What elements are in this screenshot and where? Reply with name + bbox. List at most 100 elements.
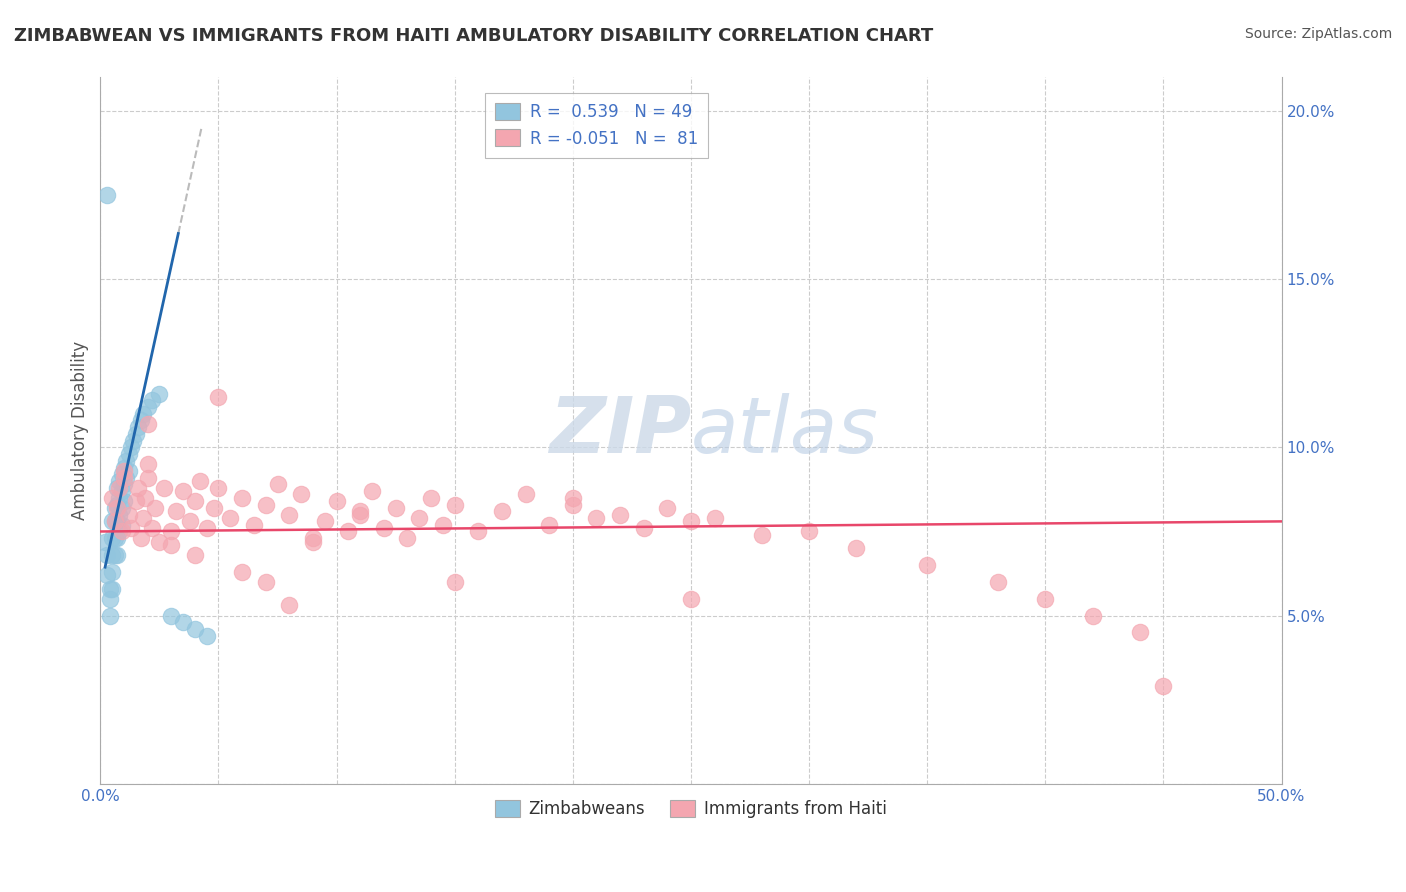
Point [302, 531, 325, 545]
Point [184, 622, 207, 636]
Y-axis label: Ambulatory Disability: Ambulatory Disability [72, 341, 89, 520]
Text: ZIMBABWEAN VS IMMIGRANTS FROM HAITI AMBULATORY DISABILITY CORRELATION CHART: ZIMBABWEAN VS IMMIGRANTS FROM HAITI AMBU… [14, 27, 934, 45]
Point [98, 591, 121, 606]
Point [118, 508, 141, 522]
Point [188, 474, 211, 488]
Point [633, 521, 655, 535]
Point [112, 460, 135, 475]
Point [136, 457, 159, 471]
Point [118, 447, 141, 461]
Point [112, 477, 135, 491]
Point [1152, 679, 1174, 693]
Point [96, 548, 118, 562]
Point [172, 615, 194, 630]
Point [1129, 625, 1152, 640]
Point [184, 548, 207, 562]
Point [112, 471, 135, 485]
Point [254, 498, 277, 512]
Point [101, 491, 124, 505]
Point [443, 498, 465, 512]
Point [243, 517, 266, 532]
Point [219, 511, 242, 525]
Point [105, 515, 128, 529]
Point [110, 500, 132, 515]
Point [314, 515, 336, 529]
Point [101, 582, 124, 596]
Point [160, 608, 183, 623]
Point [1033, 591, 1056, 606]
Point [136, 471, 159, 485]
Point [103, 500, 125, 515]
Point [443, 574, 465, 589]
Point [987, 574, 1010, 589]
Point [195, 629, 218, 643]
Point [132, 511, 155, 525]
Point [797, 524, 820, 539]
Point [105, 481, 128, 495]
Point [207, 481, 229, 495]
Point [349, 508, 371, 522]
Point [108, 524, 131, 539]
Point [290, 487, 312, 501]
Point [115, 454, 138, 468]
Point [195, 521, 218, 535]
Point [408, 511, 430, 525]
Point [110, 467, 132, 482]
Point [561, 498, 583, 512]
Point [254, 574, 277, 589]
Point [120, 521, 142, 535]
Text: atlas: atlas [690, 392, 879, 468]
Point [373, 521, 395, 535]
Point [325, 494, 347, 508]
Point [115, 471, 138, 485]
Point [361, 484, 384, 499]
Point [129, 531, 152, 545]
Point [101, 531, 124, 545]
Point [122, 434, 145, 448]
Legend: Zimbabweans, Immigrants from Haiti: Zimbabweans, Immigrants from Haiti [489, 793, 893, 825]
Point [207, 390, 229, 404]
Point [538, 517, 561, 532]
Point [141, 521, 163, 535]
Point [184, 494, 207, 508]
Point [108, 508, 131, 522]
Point [108, 474, 131, 488]
Point [96, 568, 118, 582]
Point [110, 517, 132, 532]
Point [120, 441, 142, 455]
Text: Source: ZipAtlas.com: Source: ZipAtlas.com [1244, 27, 1392, 41]
Point [561, 491, 583, 505]
Point [1081, 608, 1104, 623]
Point [103, 515, 125, 529]
Point [657, 500, 679, 515]
Point [103, 531, 125, 545]
Point [915, 558, 938, 573]
Point [134, 491, 156, 505]
Point [467, 524, 489, 539]
Point [491, 504, 513, 518]
Point [384, 500, 406, 515]
Point [101, 548, 124, 562]
Point [112, 494, 135, 508]
Point [127, 481, 149, 495]
Point [609, 508, 631, 522]
Point [105, 498, 128, 512]
Point [266, 477, 288, 491]
Point [845, 541, 868, 556]
Point [132, 407, 155, 421]
Point [105, 548, 128, 562]
Point [98, 582, 121, 596]
Point [231, 491, 253, 505]
Point [143, 500, 166, 515]
Point [103, 548, 125, 562]
Point [129, 413, 152, 427]
Point [105, 531, 128, 545]
Point [101, 515, 124, 529]
Point [127, 420, 149, 434]
Point [118, 464, 141, 478]
Point [278, 599, 301, 613]
Point [278, 508, 301, 522]
Point [302, 534, 325, 549]
Point [179, 515, 201, 529]
Point [172, 484, 194, 499]
